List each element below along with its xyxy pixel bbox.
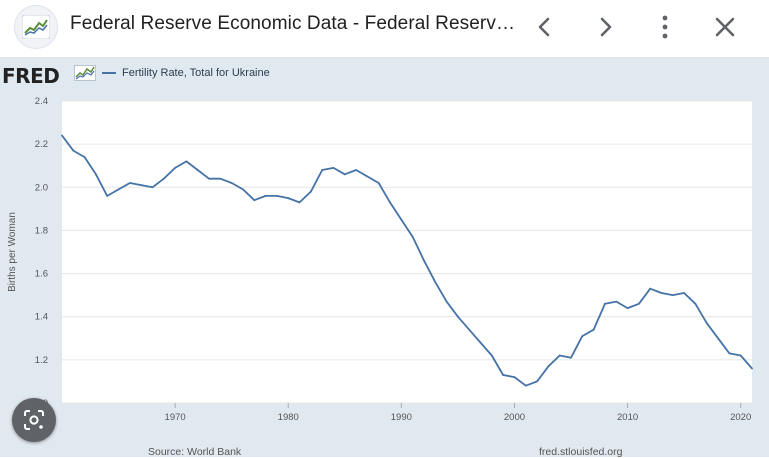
data-point [739,354,742,357]
data-point [705,322,708,325]
data-point [637,302,640,305]
data-point [61,134,63,137]
data-point [332,166,335,169]
data-point [83,156,86,158]
x-tick-label: 2010 [617,412,638,423]
data-point [536,380,538,383]
data-point [626,307,629,309]
data-point [162,177,165,180]
x-tick-label: 1990 [391,412,412,423]
data-point [615,300,618,303]
close-button[interactable] [710,12,740,42]
fred-site-icon [14,5,58,49]
more-options-button[interactable] [650,12,680,42]
data-point [298,201,301,204]
data-point [343,173,346,176]
data-point [309,190,312,193]
data-point [728,352,731,355]
plot-area [62,101,752,403]
y-tick-label: 1.2 [35,355,48,366]
data-point [660,292,663,294]
data-point [117,188,120,191]
more-vert-icon [662,15,668,39]
data-point [717,337,719,340]
chevron-left-icon [538,17,550,37]
data-point [242,188,244,191]
data-point [95,173,97,176]
data-point [321,169,324,171]
y-tick-label: 2.2 [35,139,48,150]
data-point [128,182,131,184]
data-point [649,287,652,290]
data-point [479,341,482,344]
google-lens-button[interactable] [12,398,56,442]
x-tick-label: 2000 [504,412,525,423]
data-point [355,169,357,171]
data-point [72,149,75,152]
data-point [671,294,674,297]
forward-button[interactable] [590,12,620,42]
data-point [423,259,425,262]
data-point [230,182,233,184]
data-point [570,356,572,359]
y-tick-label: 1.8 [35,225,48,236]
close-icon [715,17,735,37]
back-button[interactable] [530,12,560,42]
data-point [524,384,527,387]
x-tick-label: 1970 [165,412,186,423]
data-point [457,315,459,318]
data-point [151,186,154,189]
lens-icon [24,410,44,430]
data-point [411,236,414,238]
data-point [106,195,109,197]
data-point [253,199,256,202]
data-point [445,300,448,303]
data-point [468,328,471,331]
data-point [196,169,199,171]
data-point [694,302,697,305]
series-line [61,134,753,387]
y-tick-label: 2.0 [35,182,48,193]
y-tick-label: 1.4 [35,312,48,323]
data-point [276,195,278,197]
legend-swatch [102,72,116,75]
data-point [219,177,222,180]
browser-title-bar: Federal Reserve Economic Data - Federal … [0,0,769,58]
data-point [366,175,369,178]
data-point [400,218,403,221]
chevron-right-icon [600,17,612,37]
data-point [683,292,686,294]
data-point [604,302,606,305]
data-point [377,182,380,184]
data-point [490,354,493,357]
data-point [389,201,391,204]
data-point [513,376,516,379]
data-point [547,365,550,368]
legend-series-label: Fertility Rate, Total for Ukraine [122,67,270,79]
y-axis-label: Births per Woman [7,212,18,292]
data-point [264,195,267,197]
chart-legend: Fertility Rate, Total for Ukraine [102,67,270,79]
data-point [208,177,210,180]
fred-logo: FRED [2,64,60,88]
data-point [751,367,753,370]
y-tick-label: 1.6 [35,269,48,280]
y-tick-label: 2.4 [35,96,48,107]
data-point [174,166,177,169]
data-point [287,197,290,199]
chart-source: Source: World Bank [148,446,242,458]
x-tick-label: 1980 [278,412,299,423]
data-point [558,354,561,357]
data-point [185,160,188,163]
chart-credit: fred.stlouisfed.org [539,446,623,458]
data-point [581,335,584,338]
data-point [592,328,595,331]
fred-chart-icon [74,65,96,81]
data-point [434,281,437,284]
x-tick-label: 2020 [730,412,751,423]
data-point [140,184,143,187]
data-point [502,374,505,376]
